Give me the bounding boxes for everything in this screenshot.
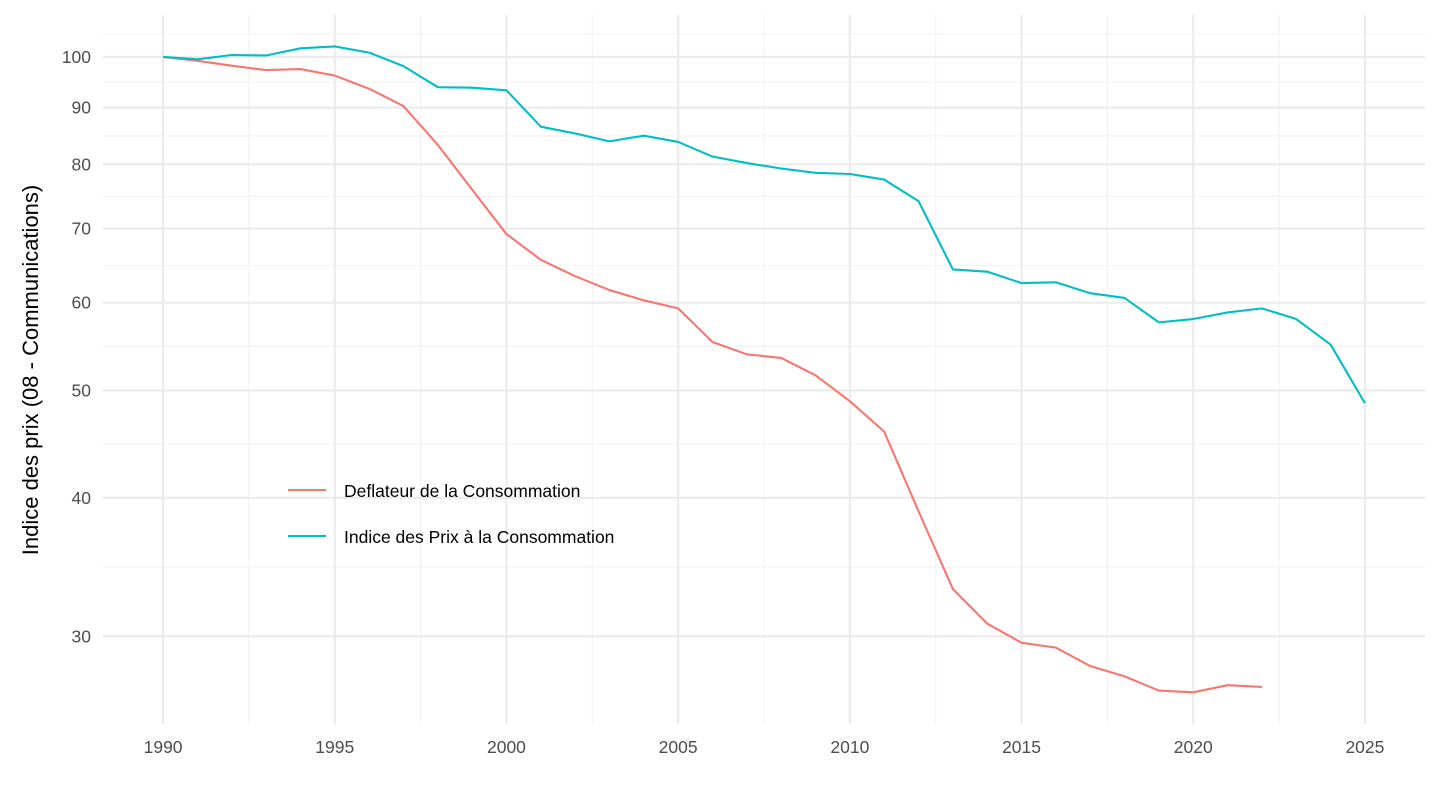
x-tick-label: 2015	[1002, 737, 1041, 757]
y-axis-title: Indice des prix (08 - Communications)	[18, 185, 43, 555]
x-tick-label: 2000	[487, 737, 526, 757]
y-tick-label: 40	[72, 488, 92, 508]
x-axis-tick-labels: 1990 1995 2000 2005 2010 2015 2020 2025	[144, 737, 1385, 757]
y-tick-label: 30	[72, 626, 92, 646]
series-lines	[162, 45, 1366, 694]
y-tick-label: 80	[72, 154, 92, 174]
y-tick-label: 50	[72, 380, 92, 400]
legend-label: Indice des Prix à la Consommation	[344, 527, 614, 547]
x-tick-label: 1990	[144, 737, 183, 757]
x-tick-label: 2025	[1345, 737, 1384, 757]
x-tick-label: 1995	[315, 737, 354, 757]
legend: Deflateur de la Consommation Indice des P…	[288, 481, 614, 547]
y-tick-label: 100	[62, 47, 91, 67]
x-tick-label: 2005	[659, 737, 698, 757]
y-tick-label: 90	[72, 98, 92, 118]
series-line-ipc	[163, 45, 1366, 404]
minor-gridlines	[103, 15, 1425, 724]
legend-item: Indice des Prix à la Consommation	[288, 527, 614, 547]
x-tick-label: 2020	[1174, 737, 1213, 757]
x-tick-label: 2010	[830, 737, 869, 757]
legend-item: Deflateur de la Consommation	[288, 481, 580, 501]
series-line-deflateur	[162, 55, 1262, 694]
y-axis-tick-labels: 30 40 50 60 70 80 90 100	[62, 47, 91, 646]
y-tick-label: 60	[72, 293, 92, 313]
major-gridlines	[103, 15, 1425, 724]
y-tick-label: 70	[72, 219, 92, 239]
legend-label: Deflateur de la Consommation	[344, 481, 580, 501]
